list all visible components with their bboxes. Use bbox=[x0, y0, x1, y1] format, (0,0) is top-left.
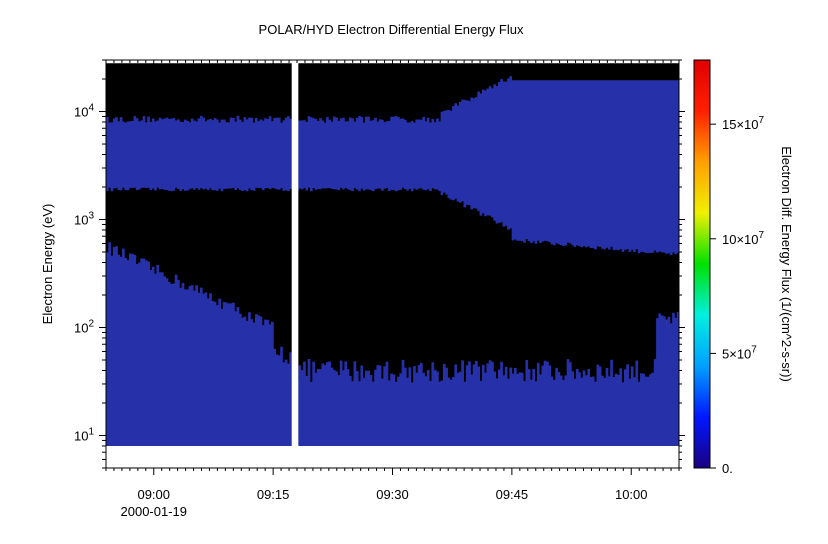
flux-lower-band bbox=[106, 242, 680, 446]
y-tick-label: 103 bbox=[74, 211, 94, 228]
data-gap bbox=[291, 61, 299, 448]
x-axis: 09:00 09:15 09:30 09:45 10:00 2000-01-19 bbox=[105, 60, 680, 519]
colorbar-tick-label: 15×107 bbox=[722, 115, 765, 132]
colorbar-label: Electron Diff. Energy Flux (1/(cm^2-s-sr… bbox=[779, 146, 794, 382]
x-tick-label: 09:15 bbox=[257, 487, 290, 502]
x-date-label: 2000-01-19 bbox=[121, 504, 188, 519]
x-tick-label: 09:00 bbox=[137, 487, 170, 502]
chart-title: POLAR/HYD Electron Differential Energy F… bbox=[259, 22, 524, 37]
x-tick-label: 09:30 bbox=[376, 487, 409, 502]
colorbar-axis: 0. 5×107 10×107 15×107 bbox=[710, 115, 765, 476]
colorbar-tick-label: 0. bbox=[722, 461, 733, 476]
y-axis-label: Electron Energy (eV) bbox=[40, 204, 55, 325]
colorbar-tick-label: 10×107 bbox=[722, 230, 765, 247]
flux-upper-band bbox=[106, 76, 680, 256]
y-tick-label: 102 bbox=[74, 319, 94, 336]
x-tick-label: 09:45 bbox=[496, 487, 529, 502]
y-tick-label: 101 bbox=[74, 426, 94, 443]
y-axis: 101 102 103 104 bbox=[74, 59, 685, 469]
y-tick-label: 104 bbox=[74, 103, 94, 120]
colorbar-tick-label: 5×107 bbox=[722, 344, 757, 361]
colorbar bbox=[693, 59, 711, 469]
x-tick-label: 10:00 bbox=[615, 487, 648, 502]
plot-area bbox=[106, 61, 680, 448]
